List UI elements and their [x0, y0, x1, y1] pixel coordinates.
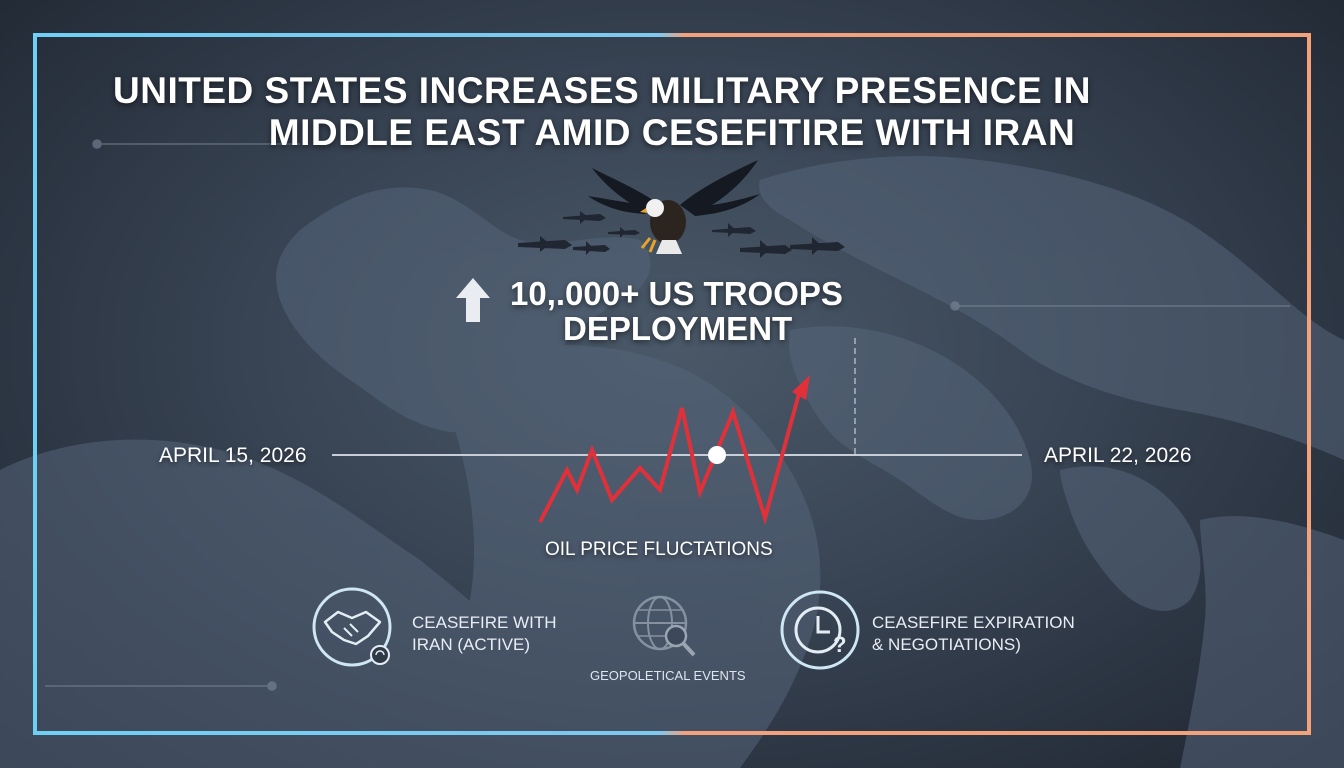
- troops-label: DEPLOYMENT: [563, 310, 793, 347]
- ceasefire-expiration-line-2: & NEGOTIATIONS): [872, 635, 1021, 654]
- handshake-icon: [312, 587, 392, 667]
- headline-line-1: UNITED STATES INCREASES MILITARY PRESENC…: [113, 70, 1091, 111]
- timeline-end-date: APRIL 22, 2026: [1044, 444, 1192, 467]
- ceasefire-active-label: CEASEFIRE WITH IRAN (ACTIVE): [412, 612, 557, 656]
- oil-price-line: [538, 389, 802, 526]
- ceasefire-expiration-label: CEASEFIRE EXPIRATION & NEGOTIATIONS): [872, 612, 1075, 656]
- timeline-start-date: APRIL 15, 2026: [159, 444, 307, 467]
- timeline-current-point: [708, 446, 726, 464]
- ceasefire-active-line-2: IRAN (ACTIVE): [412, 635, 531, 654]
- headline-line-2: MIDDLE EAST AMID CESEFITIRE WITH IRAN: [268, 112, 1076, 153]
- aircraft-group-icon: [518, 211, 845, 258]
- svg-text:?: ?: [833, 632, 846, 657]
- troops-count: 10,.000+ US TROOPS: [510, 275, 843, 312]
- eagle-icon: [588, 160, 760, 254]
- clock-question-icon: ?: [780, 590, 860, 670]
- ceasefire-expiration-line-1: CEASEFIRE EXPIRATION: [872, 613, 1075, 632]
- oil-price-label: OIL PRICE FLUCTATIONS: [545, 539, 773, 560]
- geopolitical-events-label: GEOPOLETICAL EVENTS: [590, 668, 746, 683]
- globe-search-icon: [632, 595, 696, 657]
- ceasefire-active-line-1: CEASEFIRE WITH: [412, 613, 557, 632]
- oil-price-arrowhead: [792, 375, 810, 400]
